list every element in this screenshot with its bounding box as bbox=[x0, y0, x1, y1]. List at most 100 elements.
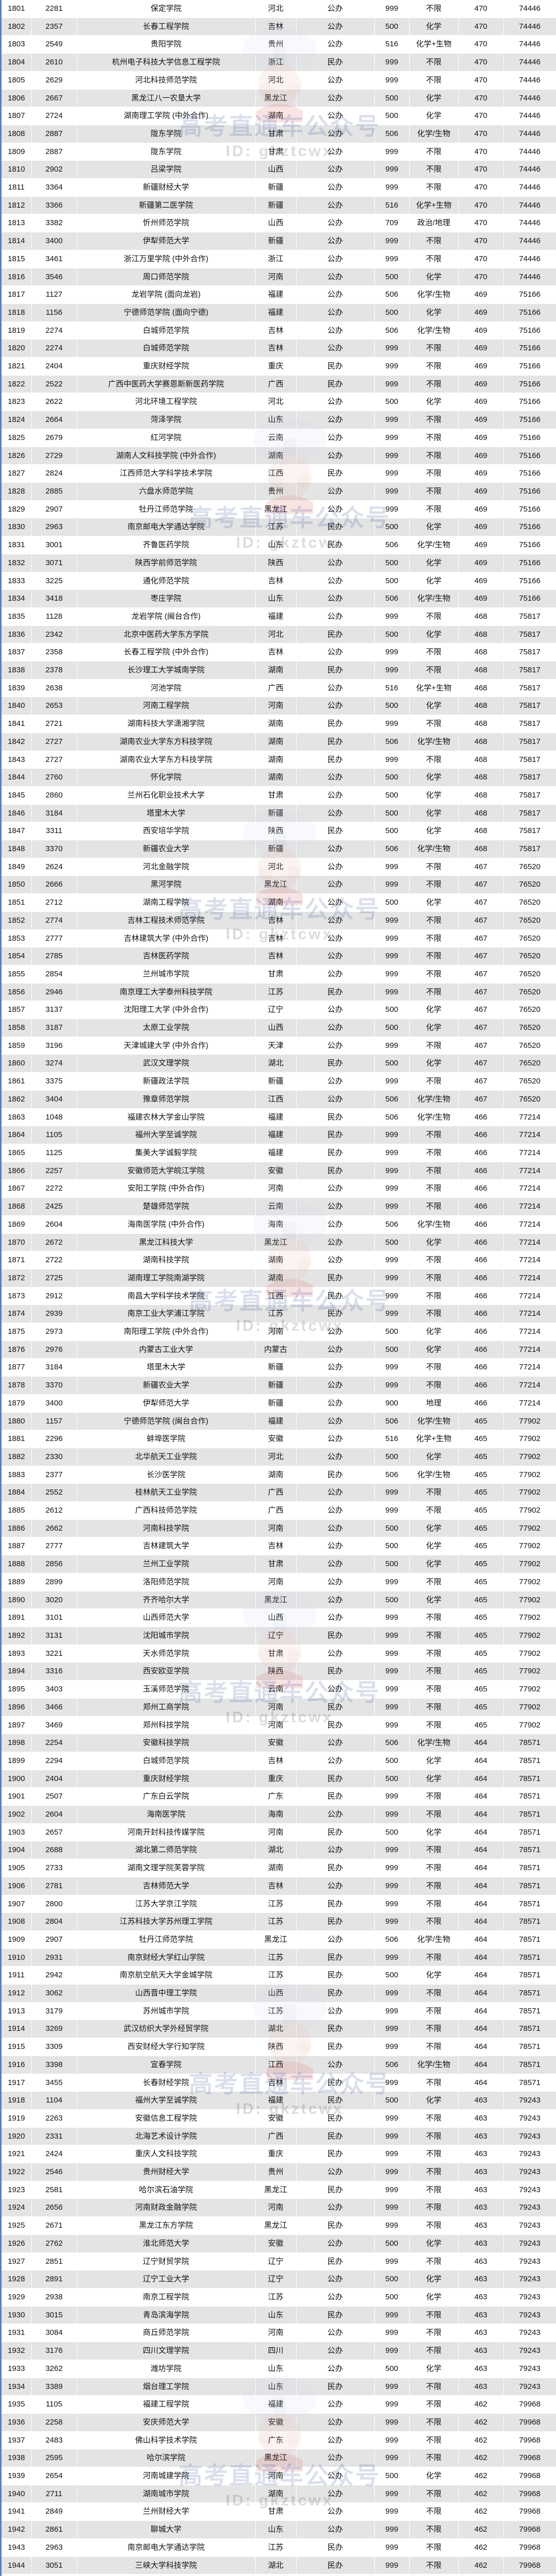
cell-subject-code: 999 bbox=[374, 2181, 410, 2199]
table-row: 1818 1156 宁德师范学院 (面向宁德) 福建 公办 500 化学 469 75166 bbox=[2, 303, 556, 322]
cell-position: 75817 bbox=[503, 715, 556, 733]
cell-rank: 1831 bbox=[2, 536, 32, 554]
cell-score: 468 bbox=[458, 715, 504, 733]
cell-score: 465 bbox=[458, 1573, 504, 1591]
cell-school-type: 民办 bbox=[296, 1787, 375, 1806]
cell-province: 新疆 bbox=[255, 1376, 297, 1395]
cell-subject-requirement: 化学/生物 bbox=[409, 536, 459, 554]
cell-position: 78571 bbox=[503, 2002, 556, 2021]
cell-subject-code: 999 bbox=[374, 1197, 410, 1216]
cell-school-type: 民办 bbox=[296, 625, 375, 644]
table-row: 1803 2549 贵阳学院 贵州 公办 516 化学+生物 470 74446 bbox=[2, 35, 556, 54]
cell-rank: 1862 bbox=[2, 1090, 32, 1109]
table-row: 1823 2622 河北环境工程学院 河北 公办 500 化学 469 75166 bbox=[2, 393, 556, 412]
table-row: 1802 2357 长春工程学院 吉林 公办 500 化学 470 74446 bbox=[2, 18, 556, 36]
cell-subject-requirement: 化学 bbox=[409, 2234, 459, 2253]
cell-school-name: 北海艺术设计学院 bbox=[77, 2127, 256, 2146]
cell-rank: 1818 bbox=[2, 303, 32, 322]
table-row: 1911 2942 南京航空航天大学金城学院 江苏 民办 500 化学 464 78571 bbox=[2, 1966, 556, 1985]
cell-province: 湖南 bbox=[255, 661, 297, 680]
table-row: 1869 2604 海南医学院 (中外合作) 海南 公办 506 化学/生物 466 77214 bbox=[2, 1215, 556, 1234]
cell-score: 464 bbox=[458, 1895, 504, 1913]
cell-subject-requirement: 不限 bbox=[409, 1162, 459, 1180]
cell-subject-requirement: 不限 bbox=[409, 643, 459, 662]
cell-school-name: 齐鲁医药学院 bbox=[77, 536, 256, 554]
cell-position: 79968 bbox=[503, 2485, 556, 2503]
cell-school-type: 民办 bbox=[296, 2038, 375, 2056]
cell-province: 甘肃 bbox=[255, 1645, 297, 1663]
cell-subject-requirement: 不限 bbox=[409, 1197, 459, 1216]
cell-subject-requirement: 不限 bbox=[409, 2020, 459, 2039]
cell-subject-code: 506 bbox=[374, 1090, 410, 1109]
cell-subject-requirement: 化学 bbox=[409, 554, 459, 572]
cell-school-name: 陇东学院 bbox=[77, 143, 256, 161]
cell-code: 2507 bbox=[31, 1787, 77, 1806]
cell-province: 吉林 bbox=[255, 947, 297, 965]
cell-school-type: 民办 bbox=[296, 1823, 375, 1842]
cell-rank: 1898 bbox=[2, 1734, 32, 1752]
cell-subject-code: 999 bbox=[374, 500, 410, 519]
cell-score: 468 bbox=[458, 697, 504, 716]
cell-school-type: 公办 bbox=[296, 2485, 375, 2503]
cell-subject-code: 999 bbox=[374, 983, 410, 1002]
table-row: 1857 3137 沈阳理工大学 (中外合作) 辽宁 公办 500 化学 467 76520 bbox=[2, 1001, 556, 1020]
table-row: 1925 2671 黑龙江东方学院 黑龙江 民办 999 不限 463 79243 bbox=[2, 2216, 556, 2235]
cell-rank: 1874 bbox=[2, 1304, 32, 1324]
cell-province: 湖北 bbox=[255, 1054, 297, 1073]
cell-subject-code: 709 bbox=[374, 214, 410, 233]
cell-school-type: 民办 bbox=[296, 2145, 375, 2164]
cell-rank: 1849 bbox=[2, 858, 32, 876]
cell-subject-code: 506 bbox=[374, 321, 410, 340]
cell-score: 464 bbox=[458, 1734, 504, 1752]
table-row: 1828 2885 六盘水师范学院 贵州 公办 999 不限 469 75166 bbox=[2, 482, 556, 501]
cell-school-name: 福建农林大学金山学院 bbox=[77, 1108, 256, 1127]
cell-province: 新疆 bbox=[255, 1358, 297, 1377]
cell-position: 76520 bbox=[503, 947, 556, 965]
cell-school-name: 白城师范学院 bbox=[77, 321, 256, 340]
cell-school-name: 豫章师范学院 bbox=[77, 1090, 256, 1109]
cell-school-name: 六盘水师范学院 bbox=[77, 482, 256, 501]
cell-subject-code: 500 bbox=[374, 2288, 410, 2307]
cell-school-name: 南京财经大学红山学院 bbox=[77, 1948, 256, 1967]
cell-province: 湖南 bbox=[255, 1251, 297, 1269]
cell-position: 77902 bbox=[503, 1501, 556, 1520]
cell-rank: 1810 bbox=[2, 160, 32, 179]
cell-code: 2729 bbox=[31, 447, 77, 465]
cell-rank: 1941 bbox=[2, 2502, 32, 2521]
cell-position: 77214 bbox=[503, 1179, 556, 1198]
cell-province: 新疆 bbox=[255, 804, 297, 823]
cell-subject-code: 500 bbox=[374, 1448, 410, 1466]
cell-code: 1128 bbox=[31, 607, 77, 626]
cell-subject-requirement: 化学 bbox=[409, 1233, 459, 1252]
cell-rank: 1830 bbox=[2, 518, 32, 537]
cell-school-name: 兰州石化职业技术大学 bbox=[77, 786, 256, 805]
cell-subject-code: 999 bbox=[374, 160, 410, 179]
cell-school-name: 重庆人文科技学院 bbox=[77, 2145, 256, 2164]
cell-subject-requirement: 化学 bbox=[409, 804, 459, 823]
cell-rank: 1877 bbox=[2, 1358, 32, 1377]
cell-code: 1048 bbox=[31, 1108, 77, 1127]
cell-position: 77214 bbox=[503, 1233, 556, 1252]
cell-subject-code: 500 bbox=[374, 2360, 410, 2378]
cell-score: 466 bbox=[458, 1215, 504, 1234]
cell-province: 新疆 bbox=[255, 840, 297, 858]
cell-school-name: 南京理工大学泰州科技学院 bbox=[77, 983, 256, 1002]
cell-position: 75817 bbox=[503, 804, 556, 823]
cell-code: 2973 bbox=[31, 1323, 77, 1341]
cell-position: 79968 bbox=[503, 2395, 556, 2414]
cell-province: 江西 bbox=[255, 464, 297, 483]
cell-position: 77902 bbox=[503, 1537, 556, 1556]
cell-rank: 1872 bbox=[2, 1269, 32, 1287]
cell-province: 山西 bbox=[255, 1019, 297, 1037]
cell-school-type: 公办 bbox=[296, 1448, 375, 1466]
cell-subject-code: 500 bbox=[374, 2270, 410, 2289]
cell-code: 3418 bbox=[31, 589, 77, 608]
cell-code: 2657 bbox=[31, 1823, 77, 1842]
cell-province: 江苏 bbox=[255, 1895, 297, 1913]
cell-code: 2274 bbox=[31, 321, 77, 340]
cell-school-name: 海南医学院 (中外合作) bbox=[77, 1215, 256, 1234]
cell-subject-requirement: 化学/生物 bbox=[409, 589, 459, 608]
cell-province: 新疆 bbox=[255, 1072, 297, 1091]
table-row: 1830 2963 南京邮电大学通达学院 江苏 民办 500 化学 469 75166 bbox=[2, 518, 556, 537]
cell-rank: 1891 bbox=[2, 1608, 32, 1627]
